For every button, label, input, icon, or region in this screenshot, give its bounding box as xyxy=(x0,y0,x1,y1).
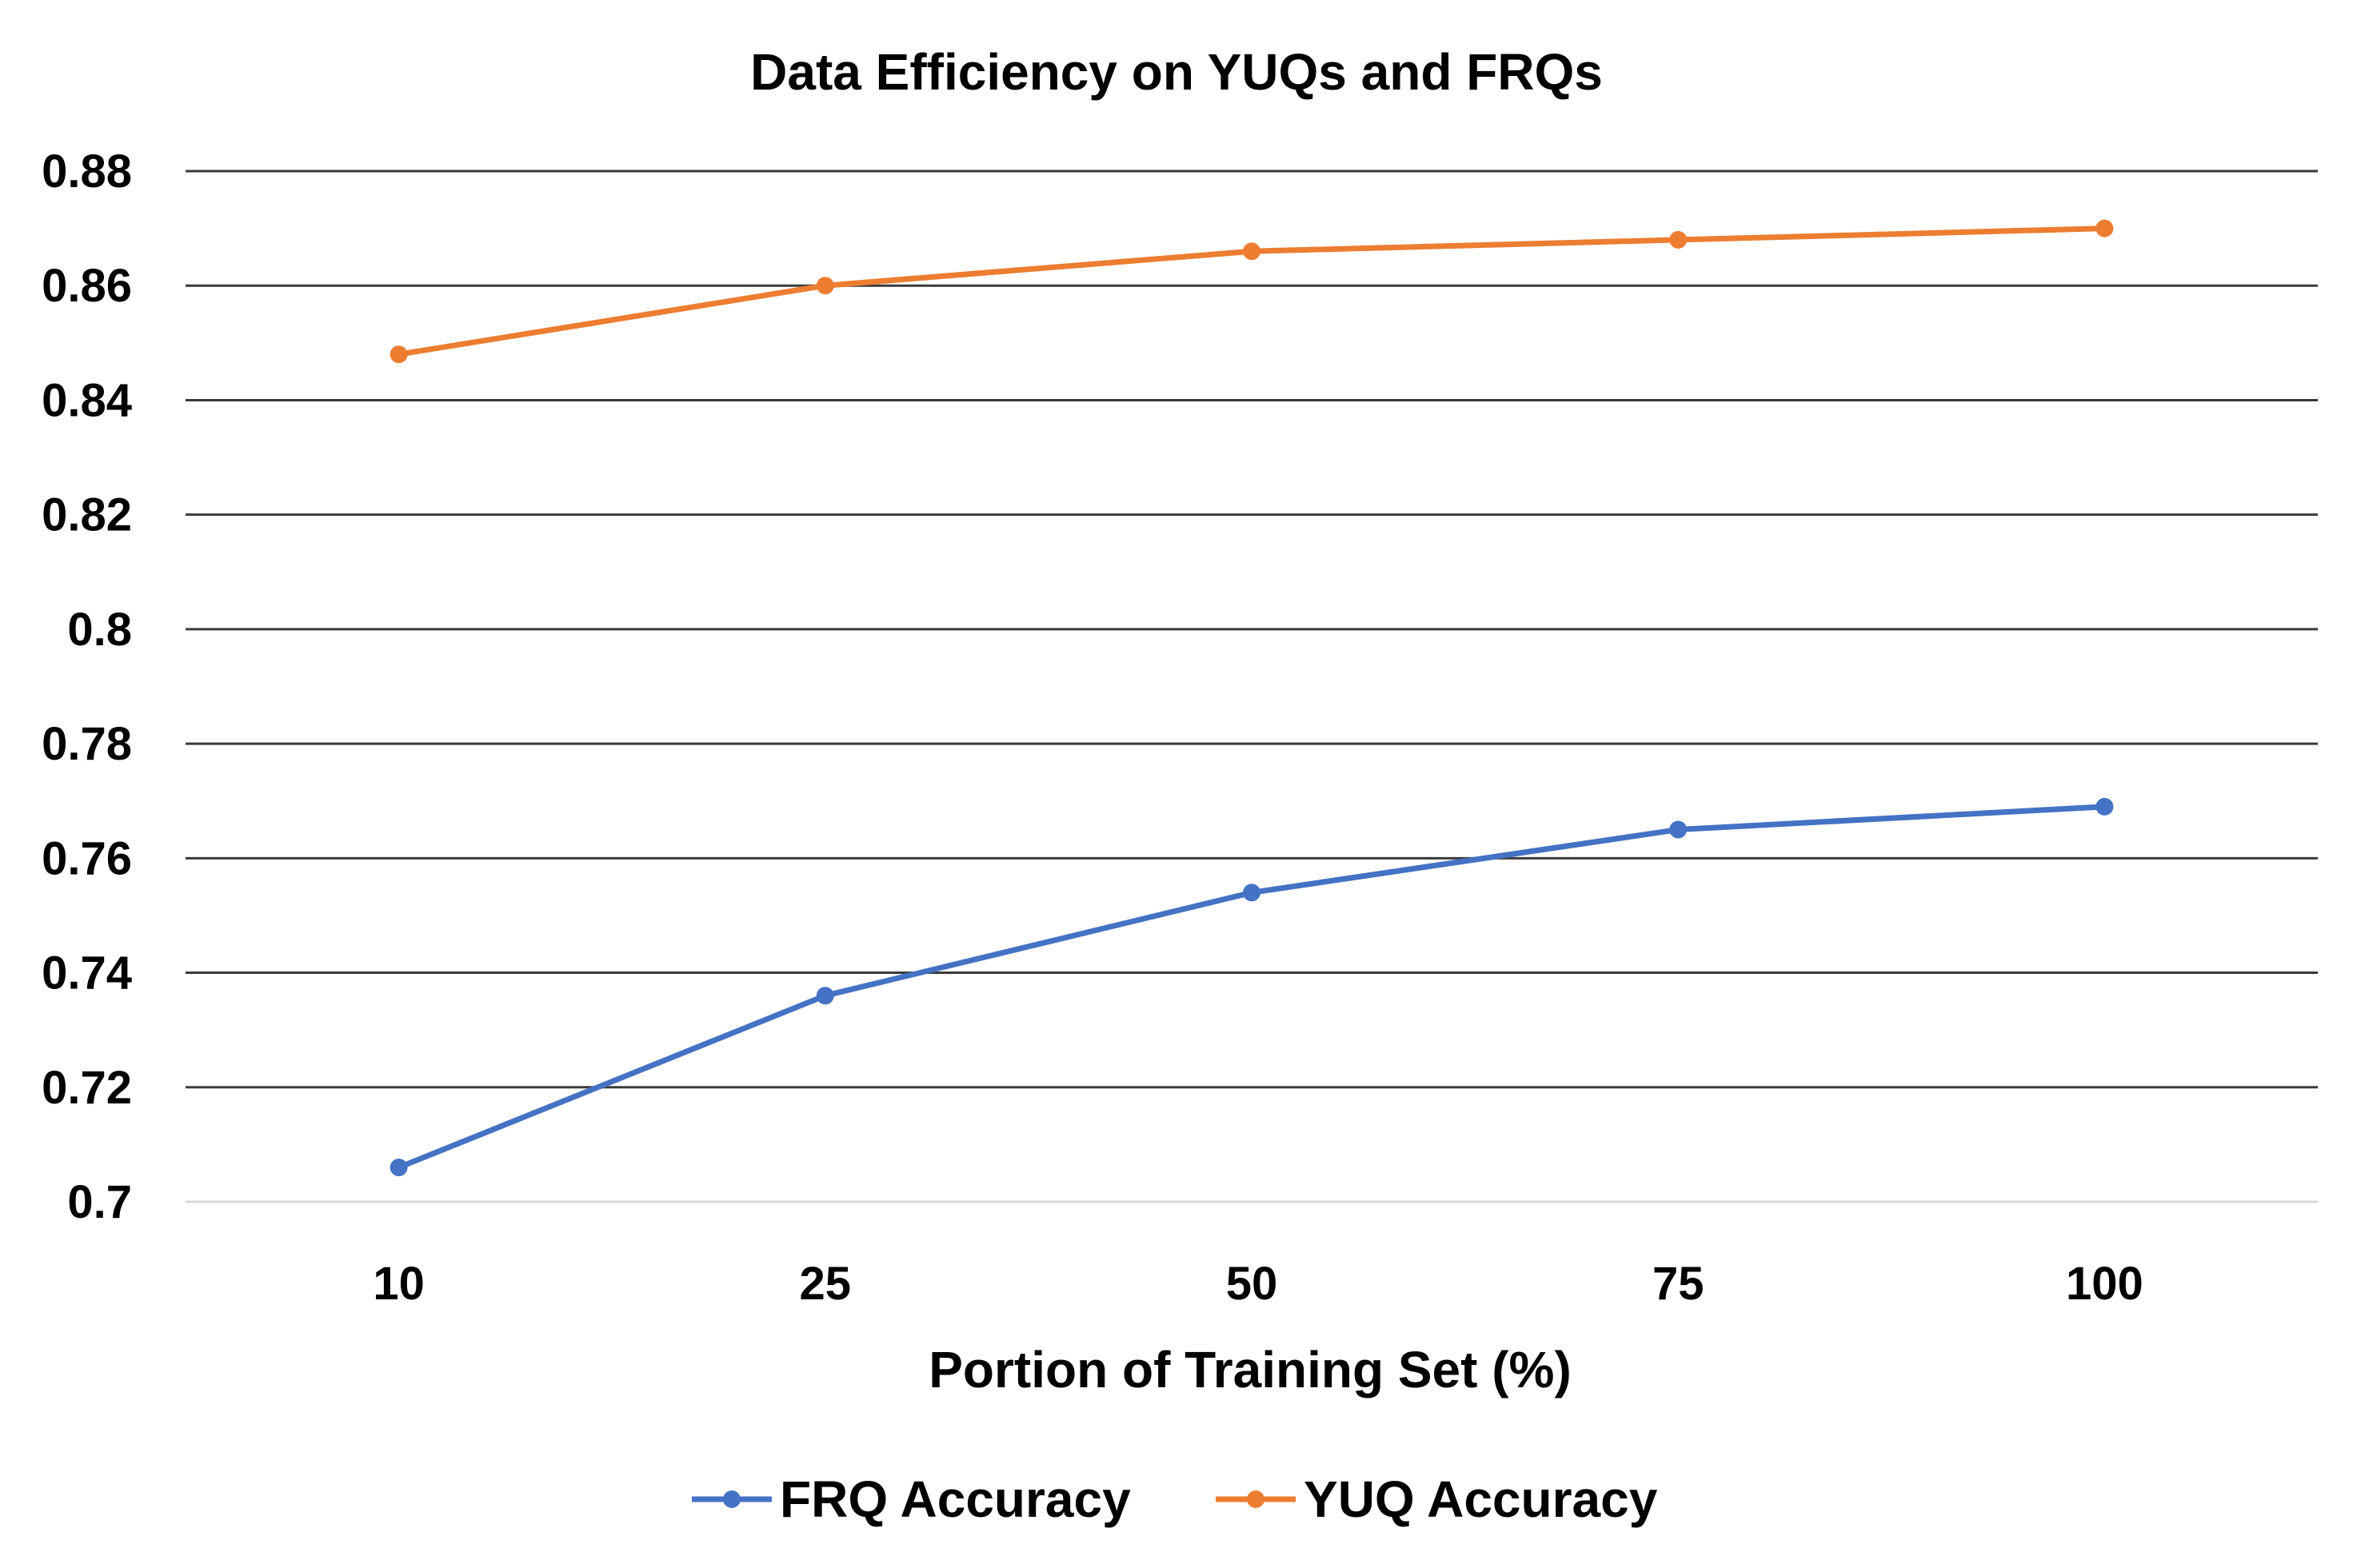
grid-lines xyxy=(186,170,2318,1203)
y-tick-label: 0.76 xyxy=(42,832,132,884)
x-tick-label: 75 xyxy=(1652,1258,1704,1310)
series-lines xyxy=(390,219,2114,1177)
data-point xyxy=(390,1159,408,1177)
data-point xyxy=(2095,797,2114,816)
y-tick-label: 0.74 xyxy=(42,948,132,999)
data-point xyxy=(1243,884,1260,902)
y-tick-label: 0.86 xyxy=(42,260,132,312)
y-tick-label: 0.84 xyxy=(42,374,132,426)
data-point xyxy=(1669,230,1688,249)
data-point xyxy=(390,345,408,364)
x-tick-label: 25 xyxy=(800,1258,852,1310)
x-tick-label: 50 xyxy=(1226,1258,1278,1310)
legend-label: YUQ Accuracy xyxy=(1304,1470,1658,1528)
legend: FRQ Accuracy YUQ Accuracy xyxy=(692,1470,1658,1528)
chart-title: Data Efficiency on YUQs and FRQs xyxy=(750,43,1603,101)
legend-label: FRQ Accuracy xyxy=(780,1470,1131,1528)
data-point xyxy=(1243,242,1260,261)
data-point xyxy=(816,277,834,295)
x-axis-label: Portion of Training Set (%) xyxy=(929,1341,1572,1398)
data-point xyxy=(2095,219,2114,237)
y-tick-label: 0.88 xyxy=(42,146,132,197)
series-line-0 xyxy=(396,804,2107,1171)
x-tick-label: 10 xyxy=(373,1258,425,1310)
data-point xyxy=(1669,820,1688,839)
y-tick-label: 0.82 xyxy=(42,489,132,541)
legend-swatch-marker xyxy=(723,1490,741,1508)
y-axis-ticks: 0.7 0.72 0.74 0.76 0.78 0.8 0.82 0.84 0.86 0.88 xyxy=(42,146,132,1228)
y-tick-label: 0.78 xyxy=(42,718,132,770)
data-point xyxy=(816,987,834,1005)
y-tick-label: 0.8 xyxy=(67,604,132,656)
x-tick-label: 100 xyxy=(2066,1258,2143,1310)
y-tick-label: 0.7 xyxy=(67,1176,132,1228)
x-axis-ticks: 10 25 50 75 100 xyxy=(373,1258,2143,1310)
y-tick-label: 0.72 xyxy=(42,1062,132,1114)
legend-swatch-marker xyxy=(1247,1490,1264,1508)
